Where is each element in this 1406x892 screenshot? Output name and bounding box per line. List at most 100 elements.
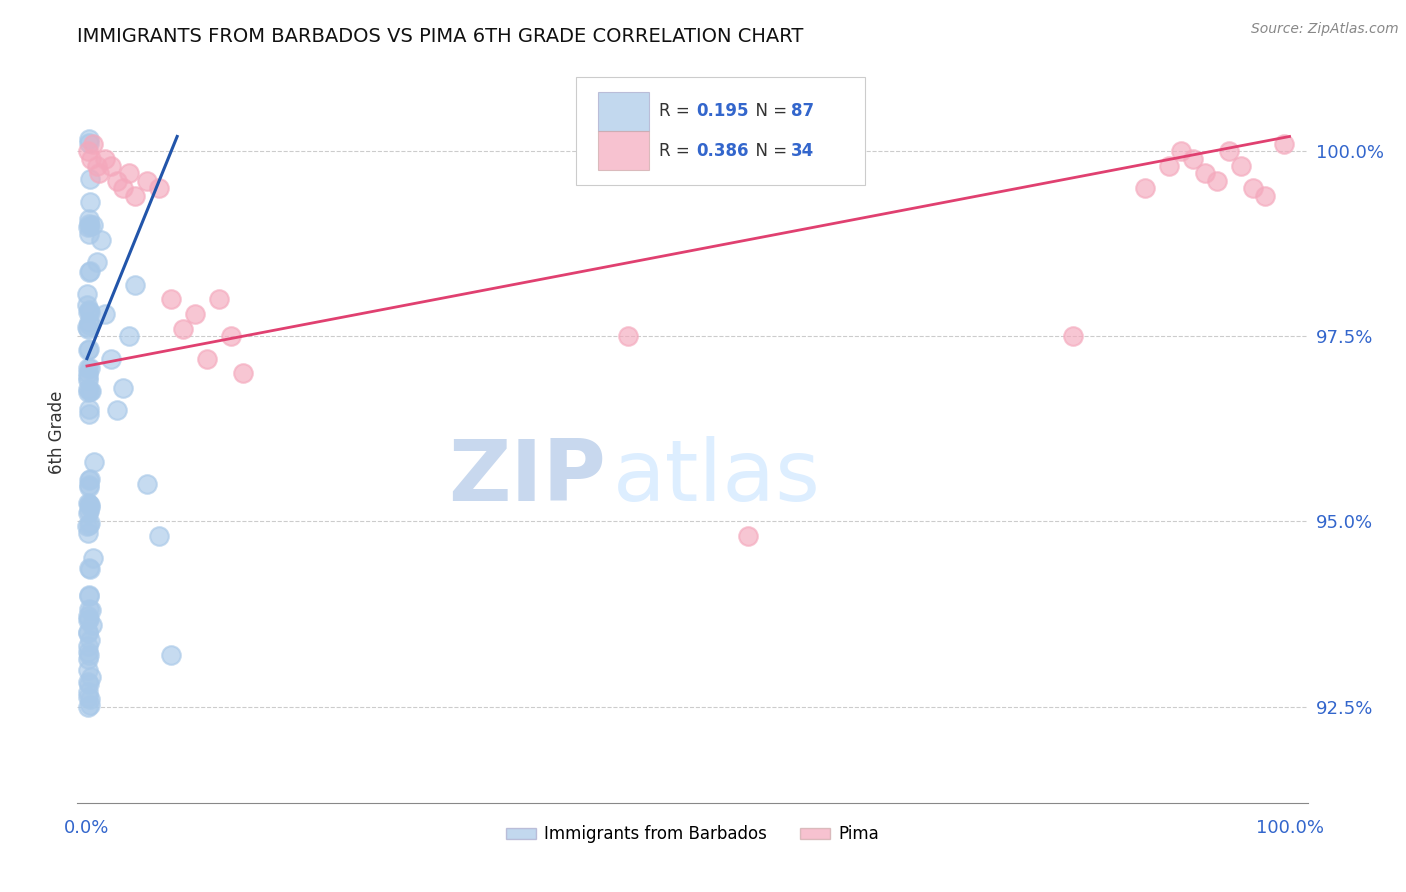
- Point: [77, 265, 100, 279]
- Point: [79, 498, 101, 512]
- Point: [77, 690, 100, 705]
- Point: [172, 322, 194, 336]
- Legend: Immigrants from Barbados, Pima: Immigrants from Barbados, Pima: [499, 819, 886, 850]
- Point: [77, 478, 100, 492]
- Point: [184, 307, 207, 321]
- Point: [79, 562, 101, 576]
- Point: [77, 517, 100, 532]
- Point: [77, 507, 100, 521]
- Text: 34: 34: [792, 142, 814, 160]
- Point: [79, 194, 101, 209]
- Point: [112, 381, 135, 395]
- Point: [219, 329, 242, 343]
- Text: ZIP: ZIP: [449, 435, 606, 518]
- Point: [1194, 167, 1216, 181]
- Point: [112, 181, 135, 195]
- Point: [77, 645, 100, 659]
- Point: [1230, 159, 1253, 173]
- Point: [160, 648, 183, 662]
- Point: [105, 403, 128, 417]
- Point: [77, 227, 100, 241]
- FancyBboxPatch shape: [598, 92, 650, 130]
- Point: [79, 698, 101, 712]
- Point: [77, 369, 100, 384]
- Point: [136, 174, 159, 188]
- Point: [76, 519, 98, 533]
- Point: [94, 152, 117, 166]
- Point: [124, 277, 146, 292]
- Text: Source: ZipAtlas.com: Source: ZipAtlas.com: [1251, 22, 1399, 37]
- Point: [94, 307, 117, 321]
- Point: [82, 551, 104, 566]
- Text: 87: 87: [792, 103, 814, 120]
- Point: [232, 367, 254, 381]
- Point: [77, 212, 100, 227]
- Point: [77, 639, 100, 653]
- Point: [1170, 145, 1192, 159]
- Point: [77, 132, 100, 146]
- Point: [1159, 159, 1181, 173]
- Point: [76, 287, 98, 301]
- Point: [77, 677, 100, 691]
- Point: [105, 174, 128, 188]
- Text: 0.195: 0.195: [696, 103, 748, 120]
- Point: [77, 497, 100, 511]
- Point: [79, 172, 101, 186]
- Point: [77, 145, 100, 159]
- Point: [77, 384, 100, 399]
- Point: [1206, 174, 1229, 188]
- Point: [79, 318, 101, 332]
- Point: [79, 472, 101, 486]
- Point: [77, 525, 100, 540]
- Point: [77, 589, 100, 603]
- Point: [86, 255, 108, 269]
- Text: IMMIGRANTS FROM BARBADOS VS PIMA 6TH GRADE CORRELATION CHART: IMMIGRANTS FROM BARBADOS VS PIMA 6TH GRA…: [77, 27, 804, 45]
- Point: [77, 303, 100, 318]
- Text: 0.386: 0.386: [696, 142, 748, 160]
- Point: [76, 699, 98, 714]
- Point: [77, 136, 100, 150]
- Point: [195, 351, 218, 366]
- Point: [79, 516, 101, 530]
- Text: atlas: atlas: [613, 435, 821, 518]
- Point: [79, 402, 101, 417]
- Point: [1062, 329, 1084, 343]
- Point: [160, 293, 183, 307]
- Point: [77, 624, 100, 639]
- Point: [77, 652, 100, 666]
- Point: [79, 384, 101, 398]
- Point: [76, 343, 98, 358]
- Point: [148, 529, 170, 543]
- Point: [79, 384, 101, 399]
- Point: [77, 407, 100, 421]
- Point: [1272, 136, 1295, 151]
- Point: [1243, 181, 1265, 195]
- Point: [1254, 188, 1277, 202]
- Point: [77, 366, 100, 380]
- Point: [76, 609, 98, 624]
- Point: [79, 500, 101, 514]
- Point: [77, 342, 100, 356]
- Point: [90, 233, 112, 247]
- Point: [148, 181, 170, 195]
- Point: [79, 264, 101, 278]
- Point: [77, 589, 100, 603]
- Point: [77, 473, 100, 487]
- Point: [76, 319, 98, 334]
- Point: [83, 455, 105, 469]
- Point: [77, 373, 100, 387]
- FancyBboxPatch shape: [575, 78, 865, 185]
- Point: [77, 361, 100, 376]
- Point: [79, 560, 101, 574]
- Point: [617, 329, 640, 343]
- Point: [124, 188, 146, 202]
- Point: [77, 496, 100, 510]
- Y-axis label: 6th Grade: 6th Grade: [48, 391, 66, 475]
- Point: [80, 670, 103, 684]
- Point: [136, 477, 159, 491]
- Point: [77, 219, 100, 234]
- Point: [80, 618, 103, 632]
- Point: [77, 305, 100, 319]
- Point: [1218, 145, 1240, 159]
- Point: [82, 136, 104, 151]
